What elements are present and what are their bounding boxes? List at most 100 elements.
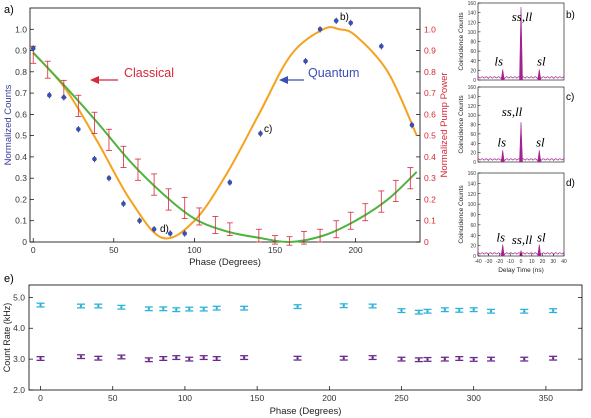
hist-y-tick-label: 120 [468, 104, 477, 110]
hist-x-tick-label: -20 [496, 259, 503, 265]
y-tick-label: 3.0 [13, 354, 25, 364]
upper-data-point [202, 307, 205, 311]
y-tick-label: 0.3 [15, 173, 27, 183]
upper-data-point [458, 309, 461, 312]
peak-label-ssll: ss,ll [512, 9, 533, 24]
lower-data-point [296, 356, 299, 360]
upper-data-point [97, 304, 100, 308]
lower-data-point [215, 357, 218, 360]
hist-y-tick-label: 120 [468, 20, 477, 26]
y-tick-label: 0.8 [15, 67, 27, 77]
x-axis-label: Phase (Degrees) [270, 406, 342, 417]
lower-data-point [523, 357, 526, 361]
upper-data-point [162, 307, 165, 310]
y-tick-label: 0.1 [15, 216, 27, 226]
upper-data-point [175, 308, 178, 311]
hist-y-tick-label: 160 [468, 171, 477, 177]
peak-label-sl: sl [536, 134, 545, 149]
annotation-b: b) [340, 12, 349, 23]
y-right-tick-label: 0.9 [424, 46, 436, 56]
hist-peak [500, 244, 505, 257]
hist-y-tick-label: 0 [473, 254, 476, 260]
upper-data-point [371, 304, 374, 308]
hist-x-tick-label: 0 [520, 259, 523, 265]
lower-data-point [97, 356, 100, 360]
peak-label-ls: ls [497, 134, 506, 149]
upper-data-point [417, 310, 421, 314]
hist-y-tick-label: 160 [468, 1, 477, 7]
quantum-data-point [303, 58, 308, 64]
upper-data-point [296, 305, 299, 308]
lower-data-point [472, 358, 475, 361]
hist-x-tick-label: 30 [550, 259, 556, 265]
upper-data-point [551, 309, 555, 312]
panel-a-chart: 0 00.1 0.10.2 0.20.3 0.30.4 0.40.5 0.50.6 0.60.… [3, 7, 450, 268]
lower-data-point [489, 357, 493, 361]
annotation-quantum: Quantum [308, 66, 359, 80]
x-tick-label: 200 [322, 393, 336, 403]
quantum-data-point [137, 218, 142, 224]
x-tick-label: 50 [108, 393, 118, 403]
hist-y-tick-label: 40 [470, 59, 476, 65]
y-axis-label: Count Rate (kHz) [2, 303, 12, 373]
hist-y-tick-label: 140 [468, 94, 477, 100]
y-right-tick-label: 0.7 [424, 88, 436, 98]
lower-data-point [342, 356, 345, 360]
hist-x-tick-label: -10 [507, 259, 514, 265]
hist-peak [519, 249, 523, 257]
hist-y-tick-label: 20 [470, 68, 476, 74]
upper-data-point [443, 308, 447, 311]
quantum-data-point [258, 131, 263, 136]
hist-y-tick-label: 140 [468, 11, 477, 17]
hist-peak [537, 69, 542, 81]
y-right-tick-label: 0.1 [424, 216, 436, 226]
y-tick-label: 0 [22, 237, 27, 247]
lower-data-point [120, 355, 123, 359]
lower-data-point [147, 358, 151, 361]
y-right-tick-label: 1.0 [424, 24, 436, 34]
x-tick-label: 0 [38, 393, 43, 403]
hist-y-tick-label: 80 [470, 123, 476, 129]
hist-x-tick-label: 20 [540, 259, 546, 265]
hist-y-tick-label: 100 [468, 30, 477, 36]
y-right-tick-label: 0.4 [424, 152, 436, 162]
y-tick-label: 0.5 [15, 131, 27, 141]
x-tick-label: 350 [539, 393, 553, 403]
x-tick-label: 200 [348, 245, 362, 255]
upper-data-point [523, 310, 526, 313]
lower-data-point [443, 357, 447, 361]
hist-y-axis-label: Coincidence Counts [458, 12, 465, 71]
hist-y-tick-label: 0 [473, 78, 476, 84]
x-tick-label: 250 [394, 393, 408, 403]
hist-peak [500, 150, 505, 163]
peak-label-ssll: ss,ll [502, 104, 523, 119]
y-right-tick-label: 0.8 [424, 67, 436, 77]
plot-frame-e [28, 284, 583, 391]
fit-curve-classical [32, 51, 418, 244]
quantum-data-point [30, 46, 36, 51]
y-tick-label: 1.0 [15, 24, 27, 34]
quantum-data-point [348, 20, 354, 26]
upper-data-point [188, 307, 191, 311]
x-tick-label: 150 [250, 393, 264, 403]
x-tick-label: 100 [178, 393, 192, 403]
lower-data-point [188, 357, 191, 361]
hist-y-tick-label: 60 [470, 132, 476, 138]
quantum-data-point [409, 122, 415, 128]
y-right-tick-label: 0 [424, 237, 429, 247]
lower-data-point [426, 358, 429, 361]
lower-data-point [202, 356, 205, 359]
quantum-data-point [92, 156, 97, 162]
y-tick-label: 5.0 [13, 292, 25, 302]
panel-label-a: a) [4, 4, 14, 16]
lower-data-point [79, 355, 83, 358]
x-tick-label: 50 [109, 245, 119, 255]
lower-data-point [371, 356, 374, 359]
hist-peak [537, 150, 542, 163]
annotation-classical: Classical [124, 66, 174, 80]
x-tick-label: 0 [31, 245, 36, 255]
lower-data-point [242, 356, 246, 359]
quantum-data-point [333, 18, 339, 24]
hist-y-axis-label: Coincidence Counts [458, 95, 465, 154]
